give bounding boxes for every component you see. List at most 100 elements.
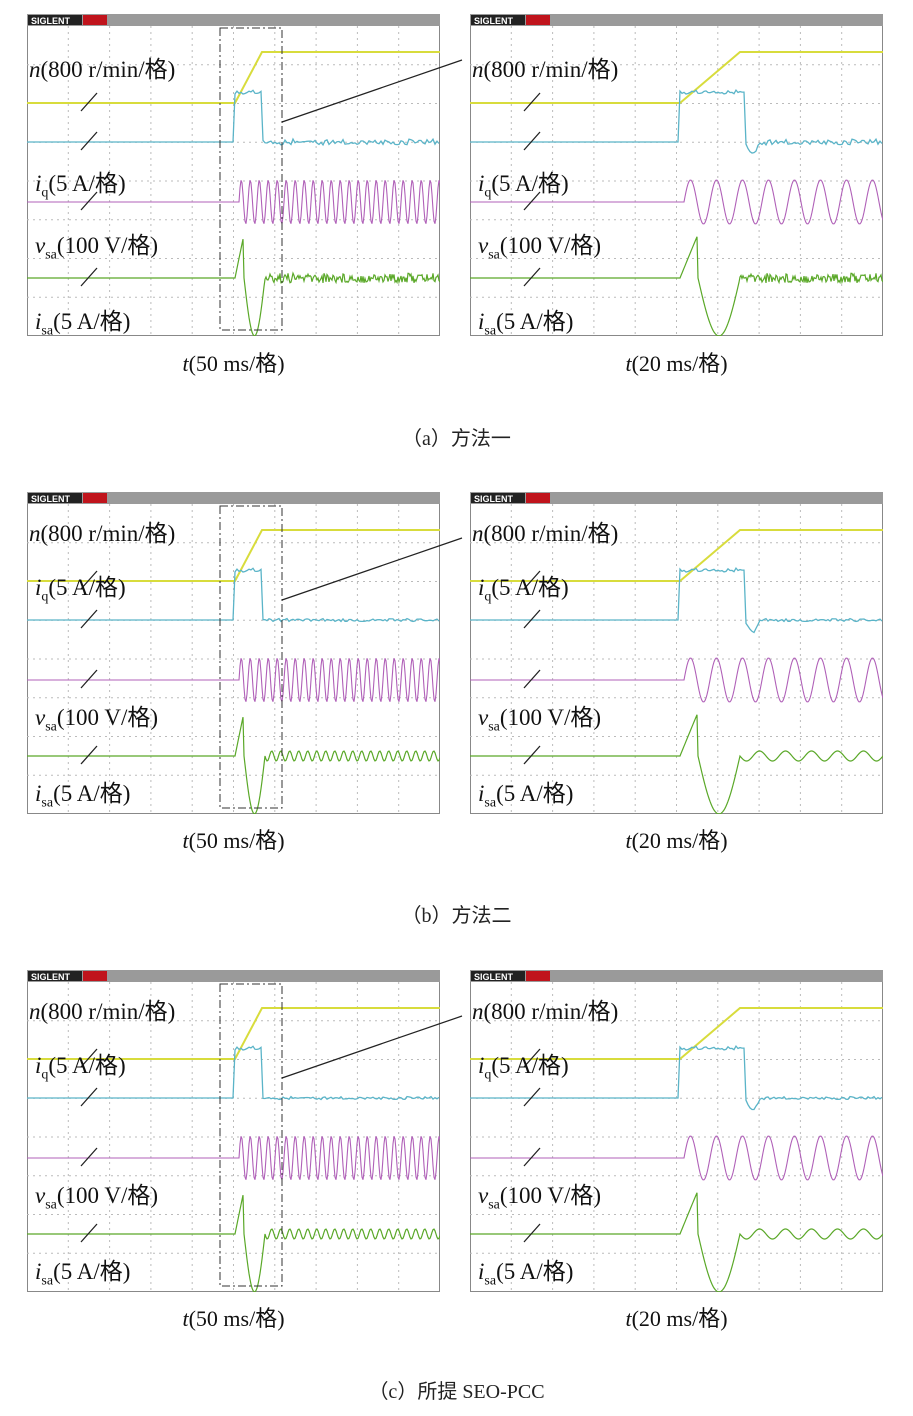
label-iq: iq(5 A/格) (35, 1053, 126, 1083)
scope-panel-right: SIGLENT n(800 r/min/格) iq(5 A/格) vsa(100 V/… (470, 970, 883, 1292)
iq-trace (470, 566, 883, 634)
speed-trace (27, 529, 440, 582)
label-speed: n(800 r/min/格) (472, 521, 619, 546)
speed-trace (470, 51, 883, 104)
label-speed: n(800 r/min/格) (472, 57, 619, 82)
label-vsa: vsa(100 V/格) (478, 1183, 602, 1213)
vsa-trace (27, 658, 440, 702)
scope-panel-right: SIGLENT n(800 r/min/格) iq(5 A/格) vsa(100 V/… (470, 492, 883, 814)
label-pointer (523, 1087, 541, 1107)
label-isa: isa(5 A/格) (35, 309, 131, 339)
label-pointer (80, 1048, 98, 1068)
label-pointer (80, 1147, 98, 1167)
status-badge (83, 493, 107, 503)
vsa-trace (470, 1135, 883, 1181)
scope-panel-left: SIGLENT n(800 r/min/格) iq(5 A/格) vsa(100 V/… (27, 14, 440, 339)
speed-trace (470, 529, 883, 582)
label-vsa: vsa(100 V/格) (35, 1183, 159, 1213)
scope-header (27, 14, 440, 26)
label-pointer (80, 1223, 98, 1243)
label-pointer (523, 1223, 541, 1243)
label-speed: n(800 r/min/格) (29, 57, 176, 82)
label-pointer (80, 669, 98, 689)
speed-trace (27, 51, 440, 104)
subfigure-caption: （a）方法一 (402, 428, 511, 450)
scope-header (27, 970, 440, 982)
isa-trace (27, 716, 440, 814)
svg-text:SIGLENT: SIGLENT (31, 494, 71, 504)
svg-text:SIGLENT: SIGLENT (31, 972, 71, 982)
siglent-logo (471, 15, 525, 25)
subfigure-caption: （b）方法二 (401, 905, 512, 927)
scope-header (27, 492, 440, 504)
scope-panel-left: SIGLENT n(800 r/min/格) iq(5 A/格) vsa(100 V/… (27, 492, 440, 814)
status-badge (83, 15, 107, 25)
vsa-trace (27, 180, 440, 224)
iq-trace (27, 1045, 440, 1101)
label-pointer (523, 669, 541, 689)
time-scale-label: t(20 ms/格) (625, 351, 728, 376)
label-isa: isa(5 A/格) (35, 1259, 131, 1289)
status-badge (83, 971, 107, 981)
zoom-region-box (219, 983, 283, 1287)
label-iq: iq(5 A/格) (35, 171, 126, 201)
label-pointer (523, 1048, 541, 1068)
iq-trace (470, 88, 883, 154)
speed-trace (470, 1007, 883, 1060)
label-pointer (523, 92, 541, 112)
label-pointer (523, 609, 541, 629)
scope-header (470, 970, 883, 982)
svg-text:SIGLENT: SIGLENT (474, 972, 514, 982)
label-speed: n(800 r/min/格) (472, 999, 619, 1024)
zoom-region-box (219, 27, 283, 331)
iq-trace (470, 1044, 883, 1111)
isa-trace (470, 236, 883, 336)
label-vsa: vsa(100 V/格) (35, 233, 159, 263)
label-isa: isa(5 A/格) (35, 781, 131, 811)
vsa-trace (27, 1136, 440, 1180)
label-pointer (80, 131, 98, 151)
isa-trace (27, 238, 440, 336)
label-pointer (523, 191, 541, 211)
label-pointer (523, 131, 541, 151)
label-isa: isa(5 A/格) (478, 781, 574, 811)
isa-trace (470, 714, 883, 814)
scope-header (470, 14, 883, 26)
label-isa: isa(5 A/格) (478, 1259, 574, 1289)
siglent-logo (28, 971, 82, 981)
siglent-logo (28, 15, 82, 25)
svg-text:SIGLENT: SIGLENT (474, 494, 514, 504)
scope-panel-left: SIGLENT n(800 r/min/格) iq(5 A/格) vsa(100 V/… (27, 970, 440, 1292)
vsa-trace (470, 657, 883, 703)
svg-text:SIGLENT: SIGLENT (474, 16, 514, 26)
label-pointer (523, 1147, 541, 1167)
isa-trace (470, 1192, 883, 1292)
label-pointer (80, 92, 98, 112)
siglent-logo (28, 493, 82, 503)
isa-trace (27, 1194, 440, 1292)
status-badge (526, 493, 550, 503)
label-pointer (80, 609, 98, 629)
speed-trace (27, 1007, 440, 1060)
vsa-trace (470, 179, 883, 225)
label-speed: n(800 r/min/格) (29, 999, 176, 1024)
scope-panel-right: SIGLENT n(800 r/min/格) iq(5 A/格) vsa(100 V/… (470, 14, 883, 339)
time-scale-label: t(50 ms/格) (182, 1306, 285, 1331)
time-scale-label: t(20 ms/格) (625, 828, 728, 853)
label-iq: iq(5 A/格) (478, 1053, 569, 1083)
iq-trace (27, 89, 440, 147)
time-scale-label: t(50 ms/格) (182, 351, 285, 376)
label-iq: iq(5 A/格) (478, 171, 569, 201)
label-pointer (80, 745, 98, 765)
label-pointer (80, 1087, 98, 1107)
label-speed: n(800 r/min/格) (29, 521, 176, 546)
zoom-region-box (219, 505, 283, 809)
label-iq: iq(5 A/格) (35, 575, 126, 605)
label-vsa: vsa(100 V/格) (35, 705, 159, 735)
label-vsa: vsa(100 V/格) (478, 233, 602, 263)
time-scale-label: t(20 ms/格) (625, 1306, 728, 1331)
label-pointer (523, 267, 541, 287)
time-scale-label: t(50 ms/格) (182, 828, 285, 853)
label-vsa: vsa(100 V/格) (478, 705, 602, 735)
label-pointer (80, 191, 98, 211)
